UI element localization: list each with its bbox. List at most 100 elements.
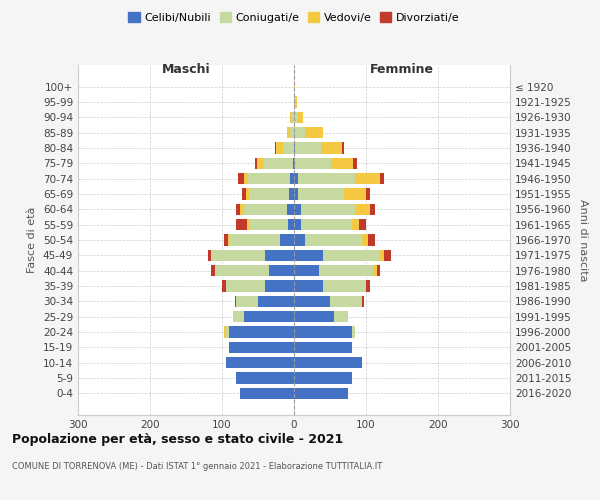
Y-axis label: Anni di nascita: Anni di nascita [578,198,588,281]
Bar [320,142,342,154]
Bar [294,311,334,322]
Bar [244,204,287,215]
Bar [294,204,301,215]
Bar [265,250,294,261]
Bar [233,311,244,322]
Bar [226,357,294,368]
Bar [228,234,229,246]
Bar [248,219,288,230]
Text: Popolazione per età, sesso e stato civile - 2021: Popolazione per età, sesso e stato civil… [12,432,343,446]
Bar [236,372,294,384]
Bar [235,296,236,307]
Y-axis label: Fasce di età: Fasce di età [28,207,37,273]
Bar [229,234,280,246]
Bar [224,326,226,338]
Bar [294,342,352,353]
Bar [294,372,352,384]
Bar [298,112,304,123]
Bar [294,219,301,230]
Bar [294,188,298,200]
Bar [352,219,359,230]
Bar [292,112,294,123]
Text: Femmine: Femmine [370,63,434,76]
Bar [293,158,294,169]
Bar [342,142,344,154]
Text: Maschi: Maschi [161,63,211,76]
Bar [289,188,294,200]
Bar [294,326,352,338]
Bar [236,204,240,215]
Legend: Celibi/Nubili, Coniugati/e, Vedovi/e, Divorziati/e: Celibi/Nubili, Coniugati/e, Vedovi/e, Di… [124,8,464,28]
Bar [319,265,373,276]
Bar [294,280,323,292]
Bar [368,234,376,246]
Bar [242,188,246,200]
Bar [359,219,366,230]
Bar [244,311,294,322]
Bar [269,265,294,276]
Bar [353,158,356,169]
Bar [215,265,269,276]
Bar [247,173,290,184]
Bar [294,234,305,246]
Bar [362,296,364,307]
Bar [229,326,294,338]
Bar [373,265,377,276]
Bar [377,265,380,276]
Bar [275,142,276,154]
Bar [294,173,298,184]
Bar [366,280,370,292]
Bar [240,204,244,215]
Bar [250,188,289,200]
Bar [331,158,353,169]
Bar [344,188,366,200]
Bar [295,158,331,169]
Bar [294,357,362,368]
Bar [323,280,366,292]
Bar [295,96,297,108]
Bar [355,204,370,215]
Bar [298,173,355,184]
Bar [236,296,258,307]
Bar [258,296,294,307]
Bar [323,250,380,261]
Bar [280,234,294,246]
Bar [236,219,247,230]
Bar [294,388,348,399]
Bar [294,96,295,108]
Bar [294,112,298,123]
Bar [276,142,283,154]
Bar [380,250,384,261]
Bar [211,250,265,261]
Bar [211,265,215,276]
Bar [384,250,391,261]
Bar [294,127,305,138]
Bar [287,204,294,215]
Bar [226,326,229,338]
Bar [255,158,257,169]
Bar [290,127,294,138]
Bar [366,188,370,200]
Bar [244,173,247,184]
Bar [370,204,376,215]
Bar [355,173,380,184]
Bar [380,173,384,184]
Bar [264,158,293,169]
Bar [290,173,294,184]
Bar [240,388,294,399]
Bar [330,296,362,307]
Bar [362,234,368,246]
Bar [224,234,228,246]
Bar [305,127,323,138]
Bar [257,158,264,169]
Bar [294,142,295,154]
Bar [265,280,294,292]
Bar [301,204,355,215]
Bar [290,112,292,123]
Bar [226,280,265,292]
Bar [301,219,352,230]
Bar [208,250,211,261]
Bar [246,188,250,200]
Bar [352,326,355,338]
Bar [305,234,362,246]
